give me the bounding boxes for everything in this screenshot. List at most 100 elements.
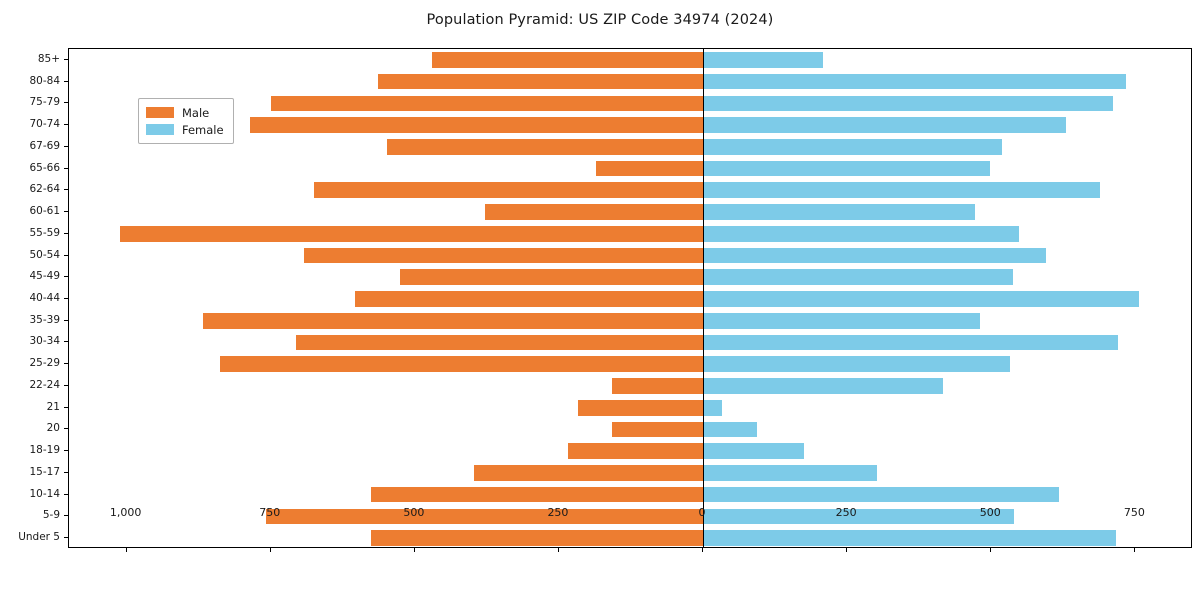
bar-female-18-19 <box>703 443 804 459</box>
x-tick-label-250: 250 <box>835 506 857 519</box>
bar-male-20 <box>611 421 704 438</box>
y-tick-label-15-17: 15-17 <box>29 465 60 478</box>
x-tick-label-750: 750 <box>259 506 281 519</box>
legend-swatch-female <box>146 124 174 135</box>
pyramid-row <box>69 160 1191 177</box>
bar-female-10-14 <box>703 486 1059 503</box>
bar-male-5-9 <box>266 508 704 525</box>
pyramid-row <box>69 95 1191 112</box>
bar-male-85+ <box>432 52 704 68</box>
y-tick-label-50-54: 50-54 <box>29 248 60 261</box>
bar-female-25-29 <box>703 356 1011 373</box>
bar-female-35-39 <box>703 312 980 329</box>
bar-male-55-59 <box>119 225 704 242</box>
bar-female-30-34 <box>703 334 1119 351</box>
y-tick-mark <box>64 124 68 126</box>
bar-female-65-66 <box>703 160 990 177</box>
x-tick-label-500: 500 <box>403 506 425 519</box>
bar-female-67-69 <box>703 139 1003 155</box>
y-tick-mark <box>64 276 68 278</box>
pyramid-row <box>69 486 1191 503</box>
zero-axis-line <box>702 49 704 547</box>
y-tick-label-60-61: 60-61 <box>29 205 60 218</box>
x-tick-mark <box>702 548 704 552</box>
y-tick-label-20: 20 <box>46 422 60 435</box>
bar-male-21 <box>577 399 704 416</box>
y-tick-label-75-79: 75-79 <box>29 96 60 109</box>
bar-female-70-74 <box>703 117 1066 133</box>
y-axis: 85+ 80-84 75-79 70-74 67-69 65-66 62-64 60-61 55… <box>18 48 1192 548</box>
pyramid-row <box>69 52 1191 68</box>
y-tick-label-80-84: 80-84 <box>29 74 60 87</box>
x-tick-label-750: 750 <box>1123 506 1145 519</box>
y-tick-mark <box>64 189 68 191</box>
y-tick-mark <box>64 319 68 321</box>
y-tick-label-55-59: 55-59 <box>29 226 60 239</box>
x-tick-mark <box>557 548 559 552</box>
bar-male-under-5 <box>371 530 704 546</box>
y-tick-label-70-74: 70-74 <box>29 118 60 131</box>
pyramid-row <box>69 247 1191 264</box>
bar-female-60-61 <box>703 204 976 220</box>
y-tick-label-5-9: 5-9 <box>42 509 60 522</box>
pyramid-row <box>69 530 1191 546</box>
pyramid-row <box>69 399 1191 416</box>
y-tick-mark <box>64 167 68 169</box>
pyramid-row <box>69 312 1191 329</box>
y-tick-mark <box>64 211 68 213</box>
y-tick-label-65-66: 65-66 <box>29 161 60 174</box>
bar-female-15-17 <box>703 465 878 481</box>
x-tick-label-1000: 1,000 <box>109 506 142 519</box>
bar-female-20 <box>703 421 758 438</box>
bar-male-10-14 <box>371 486 704 503</box>
y-tick-mark <box>64 515 68 517</box>
chart-legend: Male Female <box>138 98 234 144</box>
y-tick-mark <box>64 145 68 147</box>
x-tick-label-0: 0 <box>698 506 706 519</box>
y-tick-mark <box>64 450 68 452</box>
pyramid-row <box>69 204 1191 220</box>
pyramid-row <box>69 378 1191 394</box>
bar-male-30-34 <box>295 334 704 351</box>
pyramid-row <box>69 334 1191 351</box>
bar-male-45-49 <box>399 269 704 286</box>
y-tick-label-21: 21 <box>46 400 60 413</box>
bar-female-85+ <box>703 52 823 68</box>
pyramid-row <box>69 139 1191 155</box>
pyramid-row <box>69 508 1191 525</box>
pyramid-row <box>69 73 1191 90</box>
x-tick-label-250: 250 <box>547 506 569 519</box>
bar-male-70-74 <box>249 117 704 133</box>
y-tick-mark <box>64 298 68 299</box>
bar-male-50-54 <box>303 247 704 264</box>
y-tick-label-18-19: 18-19 <box>29 444 60 457</box>
x-tick-mark <box>1134 548 1136 552</box>
bar-male-67-69 <box>386 139 704 155</box>
bar-male-15-17 <box>473 465 704 481</box>
y-tick-mark <box>64 80 68 82</box>
plot-area: Male Female <box>68 48 1192 548</box>
y-tick-mark <box>64 254 68 256</box>
bar-male-80-84 <box>377 73 704 90</box>
y-tick-label-under-5: Under 5 <box>18 531 60 544</box>
x-tick-mark <box>125 548 127 552</box>
pyramid-row <box>69 465 1191 481</box>
y-tick-mark <box>64 428 68 430</box>
pyramid-row <box>69 182 1191 199</box>
y-tick-mark <box>64 406 68 408</box>
pyramid-row <box>69 443 1191 459</box>
pyramid-row <box>69 291 1191 307</box>
bar-female-50-54 <box>703 247 1046 264</box>
bar-female-5-9 <box>703 508 1015 525</box>
bars-container <box>69 49 1191 547</box>
y-tick-label-30-34: 30-34 <box>29 335 60 348</box>
y-tick-label-22-24: 22-24 <box>29 378 60 391</box>
y-tick-label-67-69: 67-69 <box>29 139 60 152</box>
bar-female-22-24 <box>703 378 943 394</box>
legend-swatch-male <box>146 107 174 118</box>
bar-male-35-39 <box>202 312 704 329</box>
y-tick-label-25-29: 25-29 <box>29 357 60 370</box>
bar-male-40-44 <box>354 291 704 307</box>
legend-label-male: Male <box>182 105 210 120</box>
y-tick-label-35-39: 35-39 <box>29 313 60 326</box>
